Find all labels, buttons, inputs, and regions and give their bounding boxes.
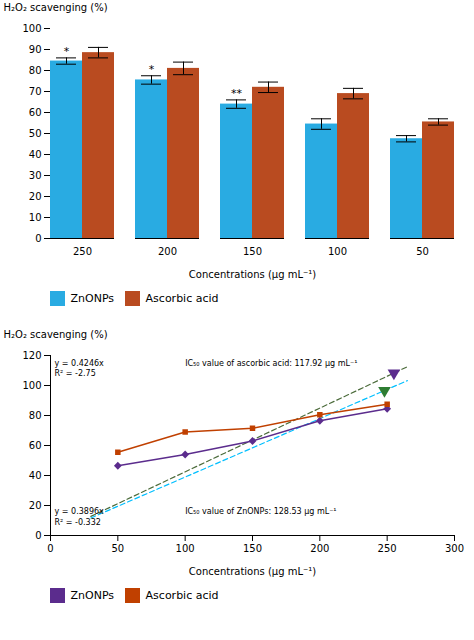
svg-text:60: 60 [29, 439, 42, 450]
svg-text:200: 200 [158, 246, 177, 257]
svg-text:80: 80 [29, 65, 42, 76]
svg-text:**: ** [231, 87, 243, 100]
svg-text:250: 250 [378, 542, 397, 553]
svg-text:0: 0 [47, 542, 53, 553]
svg-text:IC₅₀ value of ZnONPs: 128.53 μ: IC₅₀ value of ZnONPs: 128.53 μg mL⁻¹ [185, 507, 336, 516]
svg-text:0: 0 [35, 529, 41, 540]
html-text:ZnONPs: ZnONPs [70, 292, 115, 305]
svg-text:100: 100 [22, 379, 41, 390]
svg-text:100: 100 [22, 23, 41, 34]
svg-text:120: 120 [22, 349, 41, 360]
svg-text:30: 30 [29, 170, 42, 181]
svg-text:H₂O₂ scavenging (%): H₂O₂ scavenging (%) [4, 2, 108, 13]
svg-text:*: * [64, 45, 70, 58]
svg-text:40: 40 [29, 149, 42, 160]
svg-text:60: 60 [29, 107, 42, 118]
svg-text:90: 90 [29, 44, 42, 55]
svg-text:Concentrations (μg mL⁻¹): Concentrations (μg mL⁻¹) [189, 565, 317, 576]
svg-text:250: 250 [73, 246, 92, 257]
html-text:ZnONPs: ZnONPs [70, 588, 115, 602]
svg-text:20: 20 [29, 499, 42, 510]
svg-text:200: 200 [310, 542, 329, 553]
svg-text:*: * [149, 63, 155, 76]
svg-text:0: 0 [35, 233, 41, 244]
svg-text:40: 40 [29, 469, 42, 480]
svg-text:100: 100 [176, 542, 195, 553]
svg-text:50: 50 [111, 542, 124, 553]
svg-text:Concentrations (μg mL⁻¹): Concentrations (μg mL⁻¹) [189, 269, 317, 280]
svg-text:50: 50 [29, 128, 42, 139]
svg-text:20: 20 [29, 191, 42, 202]
svg-text:10: 10 [29, 212, 42, 223]
html-text:Ascorbic acid: Ascorbic acid [145, 292, 219, 305]
svg-text:H₂O₂ scavenging (%): H₂O₂ scavenging (%) [4, 328, 108, 339]
svg-text:150: 150 [243, 542, 262, 553]
svg-text:y = 0.4246x: y = 0.4246x [55, 358, 105, 367]
svg-text:100: 100 [328, 246, 347, 257]
svg-text:300: 300 [445, 542, 464, 553]
svg-text:80: 80 [29, 409, 42, 420]
svg-text:R² = -2.75: R² = -2.75 [55, 369, 96, 378]
html-text:Ascorbic acid: Ascorbic acid [145, 588, 219, 602]
svg-text:50: 50 [416, 246, 429, 257]
svg-text:70: 70 [29, 86, 42, 97]
svg-text:IC₅₀ value of ascorbic acid: 1: IC₅₀ value of ascorbic acid: 117.92 μg m… [185, 358, 357, 367]
svg-text:150: 150 [243, 246, 262, 257]
svg-text:y = 0.3896x: y = 0.3896x [55, 507, 105, 516]
svg-text:R² = -0.332: R² = -0.332 [55, 517, 101, 526]
